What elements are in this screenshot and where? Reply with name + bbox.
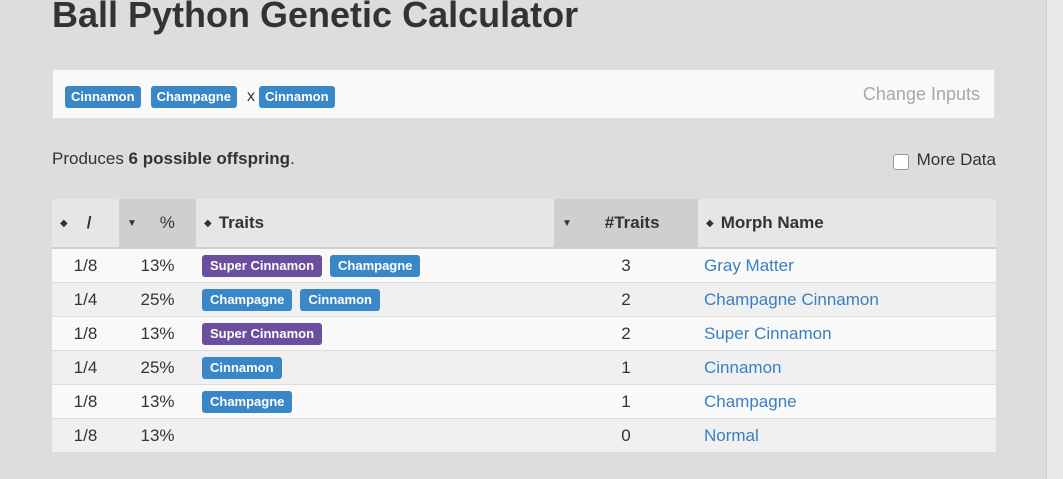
cell-traits: Cinnamon [196,350,554,385]
offspring-table: ◆ / ▼ % ◆ Traits ▼ #Traits ◆ Morph Name … [52,199,996,452]
sort-both-icon: ◆ [60,218,68,230]
cell-percent: 25% [119,350,196,385]
trait-tag: Cinnamon [300,288,380,311]
trait-tag: Super Cinnamon [202,254,323,277]
cell-num-traits: 0 [554,418,698,452]
cell-morph-name: Cinnamon [698,350,996,385]
more-data-label: More Data [916,150,996,169]
cell-fraction: 1/8 [52,418,119,452]
parent-genes: Cinnamon Champagne x Cinnamon [65,85,345,109]
morph-name-link[interactable]: Normal [704,425,759,445]
summary-count: 6 possible offspring [128,149,291,168]
cell-traits [196,418,554,452]
cell-percent: 13% [119,247,196,283]
page-title: Ball Python Genetic Calculator [52,0,579,35]
cell-num-traits: 2 [554,316,698,351]
column-header-morph-name[interactable]: ◆ Morph Name [698,199,996,249]
trait-tag: Champagne [202,288,293,311]
morph-name-link[interactable]: Cinnamon [704,357,782,377]
change-inputs-button[interactable]: Change Inputs [862,84,980,104]
table-row: 1/4 25% Champagne Cinnamon 2 Champagne Cinnam… [52,282,996,317]
offspring-summary: Produces 6 possible offspring. [52,149,295,169]
cell-fraction: 1/8 [52,316,119,351]
trait-tag: Champagne [202,390,293,413]
sort-desc-icon: ▼ [127,218,137,230]
parent1-gene-tag: Champagne [150,86,237,108]
table-row: 1/8 13% Champagne 1 Champagne [52,384,996,419]
header-label: Traits [218,213,265,232]
cell-fraction: 1/4 [52,350,119,385]
trait-tag: Cinnamon [202,356,282,379]
more-data-toggle[interactable]: More Data [892,150,996,170]
table-row: 1/4 25% Cinnamon 1 Cinnamon [52,350,996,385]
cross-symbol: x [246,88,255,105]
header-label: % [159,213,175,232]
cell-traits: Champagne Cinnamon [196,282,554,317]
cell-traits: Super Cinnamon [196,316,554,351]
page-scroll-edge [1046,0,1063,479]
cell-fraction: 1/8 [52,247,119,283]
cell-percent: 13% [119,384,196,419]
cell-traits: Champagne [196,384,554,419]
column-header-traits[interactable]: ◆ Traits [196,199,554,249]
morph-name-link[interactable]: Gray Matter [704,255,794,275]
summary-prefix: Produces [52,149,129,168]
cell-percent: 13% [119,316,196,351]
morph-name-link[interactable]: Champagne [704,391,797,411]
cell-percent: 13% [119,418,196,452]
cell-num-traits: 1 [554,384,698,419]
column-header-fraction[interactable]: ◆ / [52,199,119,249]
cell-morph-name: Normal [698,418,996,452]
cell-morph-name: Champagne Cinnamon [698,282,996,317]
trait-tag: Champagne [330,254,421,277]
cell-percent: 25% [119,282,196,317]
column-header-percent[interactable]: ▼ % [119,199,196,249]
parent2-gene-tag: Cinnamon [258,86,335,108]
sort-desc-icon: ▼ [562,218,572,230]
summary-suffix: . [290,149,295,168]
cell-num-traits: 1 [554,350,698,385]
cell-morph-name: Champagne [698,384,996,419]
morph-name-link[interactable]: Champagne Cinnamon [704,289,879,309]
cell-morph-name: Super Cinnamon [698,316,996,351]
column-header-num-traits[interactable]: ▼ #Traits [554,199,698,249]
table-row: 1/8 13% Super Cinnamon Champagne 3 Gray Matte… [52,247,996,283]
header-label: #Traits [604,213,660,232]
cell-fraction: 1/4 [52,282,119,317]
more-data-checkbox[interactable] [892,154,909,170]
cell-fraction: 1/8 [52,384,119,419]
header-label: Morph Name [720,213,824,232]
sort-both-icon: ◆ [204,218,212,230]
inputs-panel: Cinnamon Champagne x Cinnamon Change Inp… [52,69,995,119]
header-label: / [86,213,92,232]
trait-tag: Super Cinnamon [202,322,323,345]
table-row: 1/8 13% Super Cinnamon 2 Super Cinnamon [52,316,996,351]
sort-both-icon: ◆ [706,218,714,230]
cell-morph-name: Gray Matter [698,247,996,283]
table-header-row: ◆ / ▼ % ◆ Traits ▼ #Traits ◆ Morph Name [52,199,996,249]
morph-name-link[interactable]: Super Cinnamon [704,323,832,343]
cell-num-traits: 2 [554,282,698,317]
cell-num-traits: 3 [554,247,698,283]
parent1-gene-tag: Cinnamon [65,86,141,108]
table-row: 1/8 13% 0 Normal [52,418,996,452]
cell-traits: Super Cinnamon Champagne [196,247,554,283]
